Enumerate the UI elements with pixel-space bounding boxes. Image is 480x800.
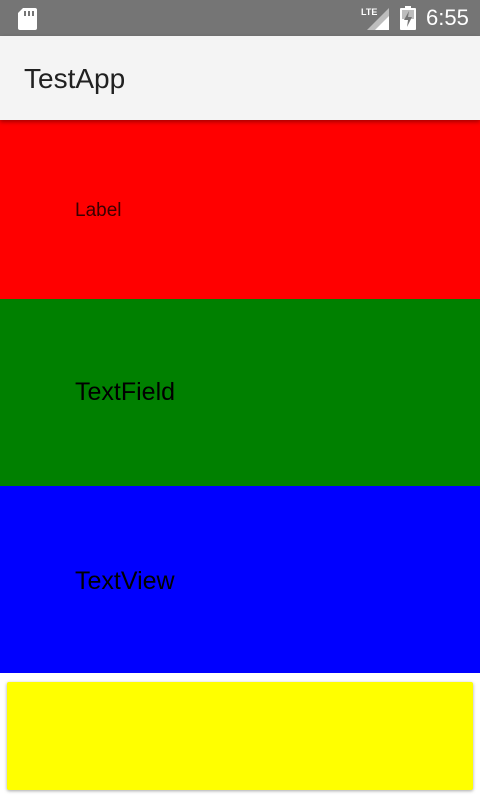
textfield-block[interactable]: TextField [0,299,480,486]
app-title: TestApp [24,63,126,94]
sd-card-icon [18,8,37,30]
battery-charging-icon [400,6,416,30]
textview-text: TextView [75,567,175,595]
textfield-input[interactable]: TextField [75,378,176,406]
textview-block: TextView [0,486,480,673]
lte-signal-icon: LTE [361,7,389,30]
app-bar: TestApp [0,36,480,120]
status-time: 6:55 [426,5,469,30]
label-block: Label [0,120,480,299]
status-bar: LTE 6:55 [0,0,480,36]
yellow-box [7,682,473,790]
lte-label: LTE [361,7,377,17]
label-text: Label [75,200,122,221]
